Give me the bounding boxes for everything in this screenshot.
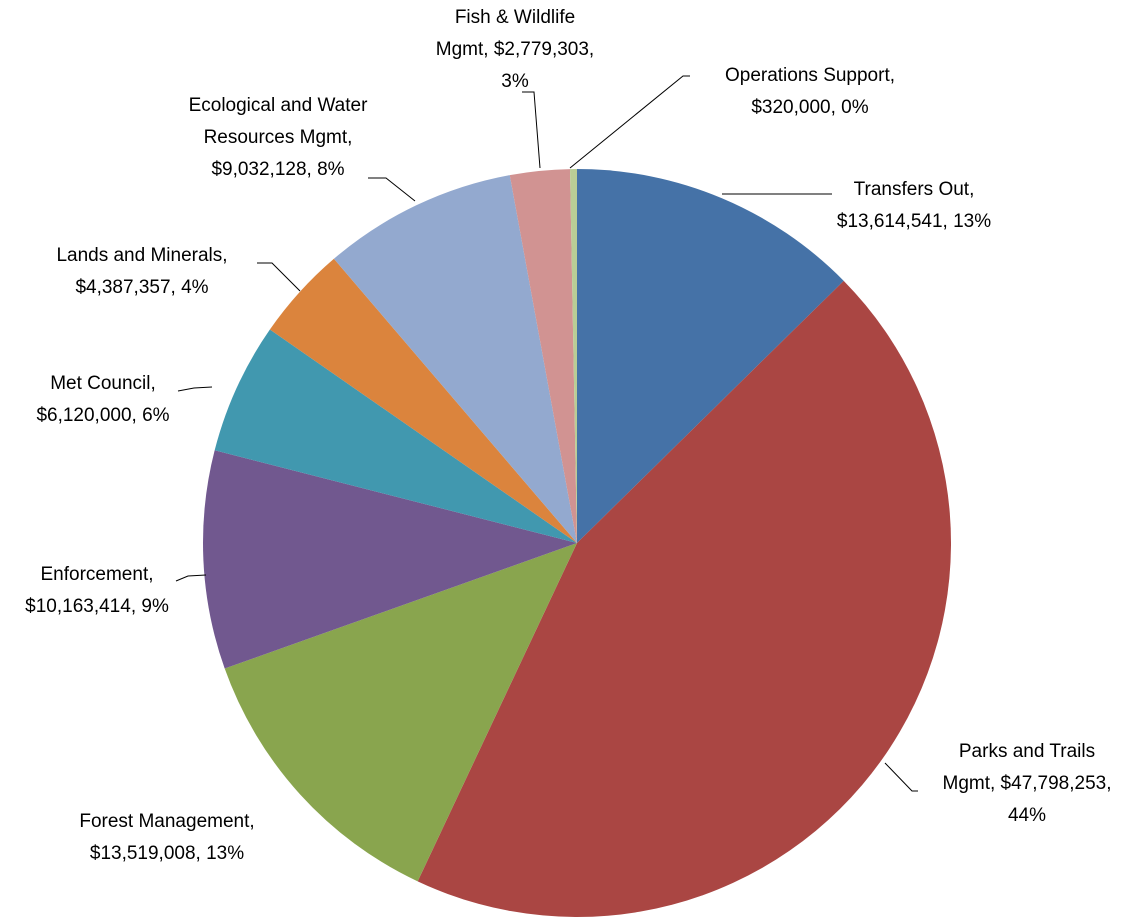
data-label: Resources Mgmt, (204, 127, 353, 148)
data-label: $320,000, 0% (751, 97, 868, 118)
data-label: $10,163,414, 9% (25, 596, 169, 617)
data-label: Enforcement, (41, 564, 154, 585)
data-label: $13,519,008, 13% (90, 843, 244, 864)
pie-slice (570, 169, 577, 543)
data-label: $6,120,000, 6% (36, 405, 169, 426)
pie-slice (224, 543, 578, 882)
data-label: 3% (501, 71, 529, 92)
data-label: Mgmt, $2,779,303, (436, 39, 594, 60)
leader-line (257, 262, 301, 292)
data-label: Mgmt, $47,798,253, (943, 773, 1112, 794)
pie-slice (577, 169, 844, 543)
data-label: Lands and Minerals, (56, 245, 227, 266)
pie-slice (509, 169, 577, 543)
leader-line (569, 75, 690, 169)
data-label: Met Council, (50, 373, 156, 394)
data-label: $4,387,357, 4% (75, 277, 208, 298)
data-label: $13,614,541, 13% (837, 211, 991, 232)
pie-slice (269, 258, 577, 543)
data-label: $9,032,128, 8% (211, 159, 344, 180)
data-label: Ecological and Water (189, 95, 369, 116)
data-label: Fish & Wildlife (455, 7, 575, 28)
data-label: 44% (1008, 805, 1046, 826)
pie-slice (333, 175, 577, 543)
leader-line (177, 386, 213, 392)
leader-line (175, 574, 207, 582)
leader-line (522, 91, 541, 169)
pie-slice (417, 280, 951, 917)
data-label: Parks and Trails (959, 741, 1095, 762)
data-label: Transfers Out, (854, 179, 975, 200)
pie-slice (203, 450, 577, 669)
leader-line (368, 177, 416, 202)
data-label: Forest Management, (79, 811, 254, 832)
pie-slice (214, 329, 577, 543)
leader-line (884, 762, 918, 792)
data-label: Operations Support, (725, 65, 895, 86)
